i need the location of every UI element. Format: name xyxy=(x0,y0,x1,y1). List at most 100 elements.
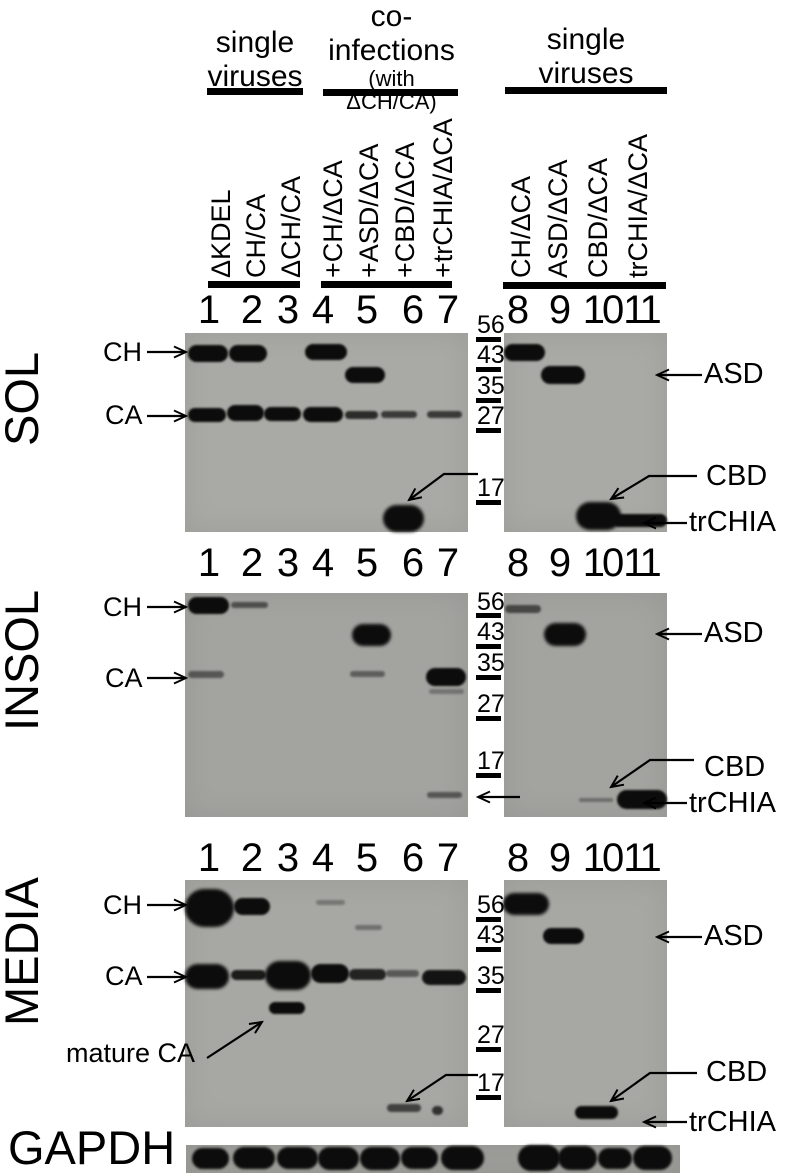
lane-number: 1 xyxy=(197,288,221,332)
protein-band xyxy=(185,964,229,989)
gapdh-band xyxy=(441,1146,484,1170)
mw-label: 35 xyxy=(477,649,505,677)
band-label: CA xyxy=(105,961,143,991)
mw-tick xyxy=(476,644,501,649)
lane-group-bar-right xyxy=(503,282,666,289)
protein-band xyxy=(387,1104,421,1112)
mw-label: 17 xyxy=(477,747,505,775)
mw-label: 43 xyxy=(477,618,505,646)
lane-number: 5 xyxy=(355,288,379,332)
mw-label: 27 xyxy=(477,690,505,718)
protein-band xyxy=(234,898,270,915)
protein-band xyxy=(185,889,234,927)
lane-number: 9 xyxy=(548,541,572,585)
mw-label: 17 xyxy=(477,1069,505,1097)
mw-tick xyxy=(476,773,501,778)
mw-tick xyxy=(476,367,501,372)
mw-label: 35 xyxy=(477,372,505,400)
mw-tick xyxy=(476,337,501,342)
protein-band xyxy=(381,411,417,418)
mw-label: 56 xyxy=(477,588,505,616)
protein-band xyxy=(505,605,541,613)
lane-number: 10 xyxy=(582,288,624,332)
lane-label: +ASD/ΔCA xyxy=(354,143,384,278)
mw-label: 56 xyxy=(477,311,505,339)
band-label: ASD xyxy=(704,920,764,952)
protein-band xyxy=(303,407,343,422)
header-underline-left xyxy=(207,88,303,95)
protein-band xyxy=(350,671,385,677)
lane-number: 7 xyxy=(436,288,460,332)
mw-tick xyxy=(476,500,501,505)
lane-number: 1 xyxy=(197,836,221,880)
mw-tick xyxy=(476,613,501,618)
lane-number: 9 xyxy=(548,836,572,880)
gapdh-band xyxy=(318,1147,359,1170)
lane-number: 8 xyxy=(506,541,530,585)
lane-number: 3 xyxy=(276,288,300,332)
lane-label: CBD/ΔCA xyxy=(583,157,613,278)
header-underline-right xyxy=(505,87,667,94)
protein-band xyxy=(345,411,378,419)
mw-tick xyxy=(476,1047,501,1052)
band-label: CA xyxy=(105,663,143,693)
protein-band xyxy=(579,798,613,802)
lane-number: 4 xyxy=(311,541,335,585)
lane-label: trCHIA/ΔCA xyxy=(623,133,653,278)
mw-tick xyxy=(476,1095,501,1100)
lane-number: 3 xyxy=(276,541,300,585)
lane-number: 2 xyxy=(240,836,264,880)
protein-band xyxy=(613,514,667,527)
gapdh-label: GAPDH xyxy=(8,1121,176,1174)
band-label: trCHIA xyxy=(689,787,776,819)
panel-label: SOL xyxy=(0,351,48,446)
protein-band xyxy=(188,597,229,614)
mw-label: 43 xyxy=(477,921,505,949)
gapdh-band xyxy=(233,1147,275,1169)
protein-band xyxy=(432,1106,443,1115)
lane-group-bar-left xyxy=(208,281,300,288)
protein-band xyxy=(503,893,549,915)
mw-label: 27 xyxy=(477,402,505,430)
group-header-line: single xyxy=(215,26,295,59)
lane-label: +trCHIA/ΔCA xyxy=(428,118,458,278)
protein-band xyxy=(349,969,386,980)
mw-tick xyxy=(476,428,501,433)
lane-number: 1 xyxy=(197,541,221,585)
group-header-line: infections xyxy=(328,33,455,67)
lane-number: 3 xyxy=(276,836,300,880)
protein-band xyxy=(429,689,464,694)
protein-band xyxy=(355,925,382,930)
lane-number: 5 xyxy=(355,541,379,585)
band-label: CH xyxy=(103,337,142,367)
mw-tick xyxy=(476,917,501,922)
group-header-line: viruses xyxy=(538,56,634,90)
mw-label: 17 xyxy=(477,474,505,502)
lane-label: ASD/ΔCA xyxy=(543,159,573,278)
panel-label: MEDIA xyxy=(0,877,48,1026)
protein-band xyxy=(422,970,466,985)
protein-band xyxy=(305,344,347,360)
lane-number: 2 xyxy=(240,541,264,585)
mw-label: 43 xyxy=(477,341,505,369)
protein-band xyxy=(264,407,301,421)
lane-number: 7 xyxy=(436,836,460,880)
lane-number: 11 xyxy=(623,836,661,880)
protein-band xyxy=(231,602,268,608)
group-header-coinfections: co- infections (with ΔCH/CA) xyxy=(323,0,460,113)
lane-number: 11 xyxy=(623,288,661,332)
band-label: CH xyxy=(103,592,142,622)
protein-band xyxy=(427,792,462,798)
blot-image xyxy=(504,880,667,1127)
lane-label: +CH/ΔCA xyxy=(318,160,348,278)
lane-number: 5 xyxy=(355,836,379,880)
gapdh-band xyxy=(360,1147,400,1170)
band-label: trCHIA xyxy=(689,506,776,538)
band-label: CA xyxy=(105,400,143,430)
protein-band xyxy=(231,970,266,980)
mw-tick xyxy=(476,988,501,993)
protein-band xyxy=(352,624,391,646)
lane-number: 10 xyxy=(582,541,624,585)
lane-label: ΔKDEL xyxy=(206,189,236,278)
